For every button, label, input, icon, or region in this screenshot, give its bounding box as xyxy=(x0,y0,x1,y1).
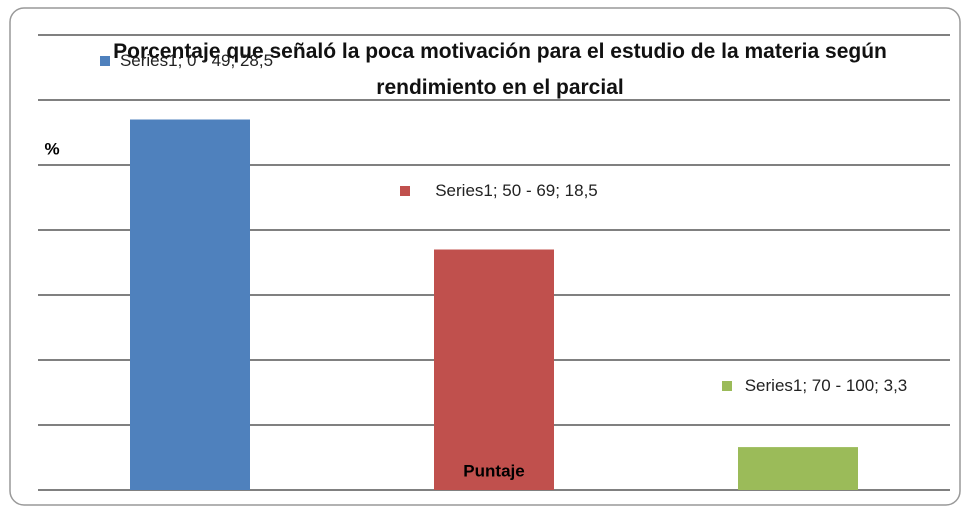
x-axis-label: Puntaje xyxy=(463,461,524,480)
legend-key xyxy=(400,186,410,196)
bar xyxy=(738,447,858,490)
data-label: Series1; 0 - 49; 28,5 xyxy=(119,51,274,70)
legend-key xyxy=(722,381,732,391)
y-axis-label: % xyxy=(44,139,59,158)
chart-title: Porcentaje que señaló la poca motivación… xyxy=(113,40,887,99)
data-label: Series1; 50 - 69; 18,5 xyxy=(435,181,598,200)
bar xyxy=(434,249,554,490)
legend-key xyxy=(100,56,110,66)
data-label: Series1; 70 - 100; 3,3 xyxy=(744,376,908,395)
bar xyxy=(130,119,250,490)
